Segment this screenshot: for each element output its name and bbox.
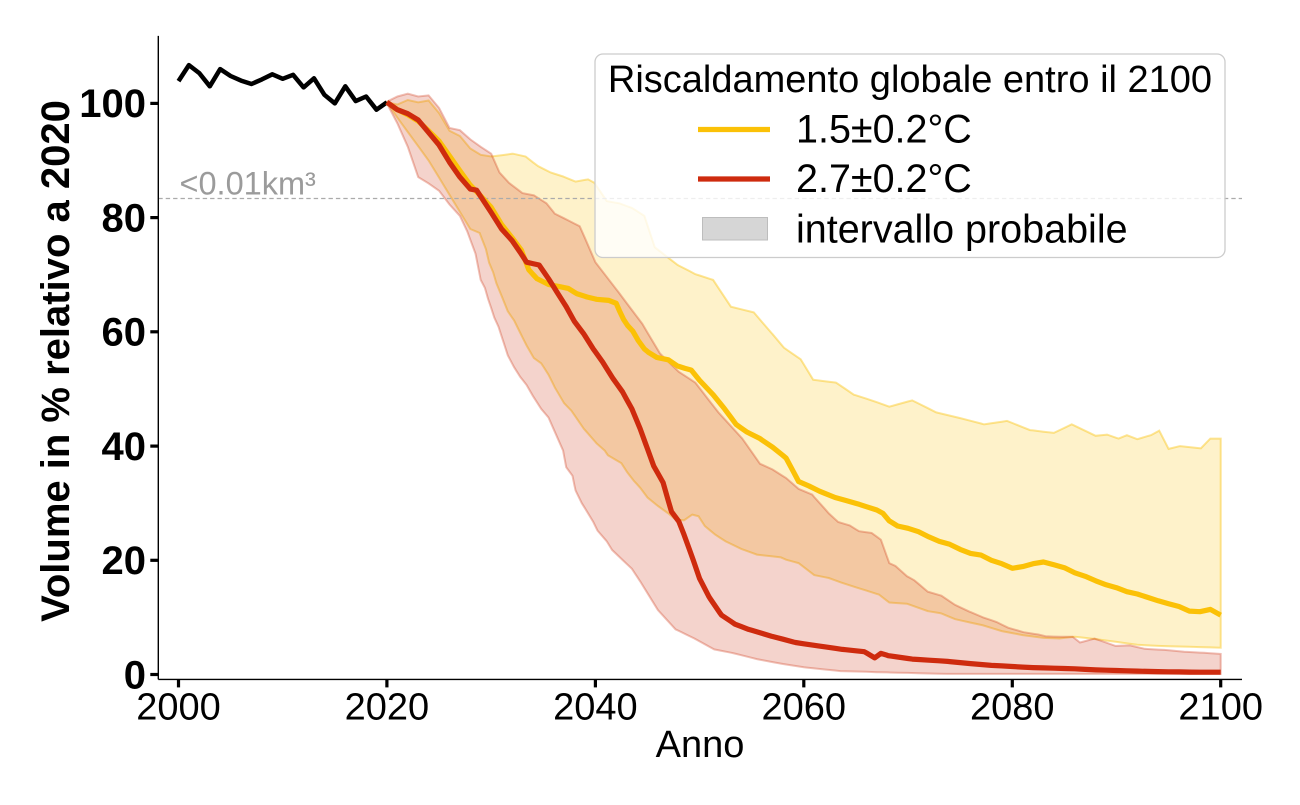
svg-text:0: 0 — [124, 653, 146, 697]
svg-text:2100: 2100 — [1178, 687, 1263, 729]
svg-text:2.7±0.2°C: 2.7±0.2°C — [796, 157, 972, 201]
svg-text:100: 100 — [79, 82, 146, 126]
svg-text:60: 60 — [102, 311, 147, 355]
svg-text:Anno: Anno — [656, 724, 745, 766]
svg-text:Volume in % relativo a 2020: Volume in % relativo a 2020 — [34, 100, 78, 622]
svg-text:intervallo probabile: intervallo probabile — [796, 208, 1128, 252]
svg-text:80: 80 — [102, 196, 147, 240]
svg-text:2080: 2080 — [970, 687, 1055, 729]
svg-text:2060: 2060 — [762, 687, 847, 729]
svg-text:20: 20 — [102, 539, 147, 583]
svg-text:1.5±0.2°C: 1.5±0.2°C — [796, 108, 972, 152]
svg-text:2020: 2020 — [345, 687, 430, 729]
svg-text:2000: 2000 — [136, 687, 221, 729]
svg-text:Riscaldamento globale entro il: Riscaldamento globale entro il 2100 — [608, 59, 1212, 101]
svg-text:<0.01km³: <0.01km³ — [180, 166, 317, 202]
svg-text:2040: 2040 — [553, 687, 638, 729]
svg-text:40: 40 — [102, 425, 147, 469]
